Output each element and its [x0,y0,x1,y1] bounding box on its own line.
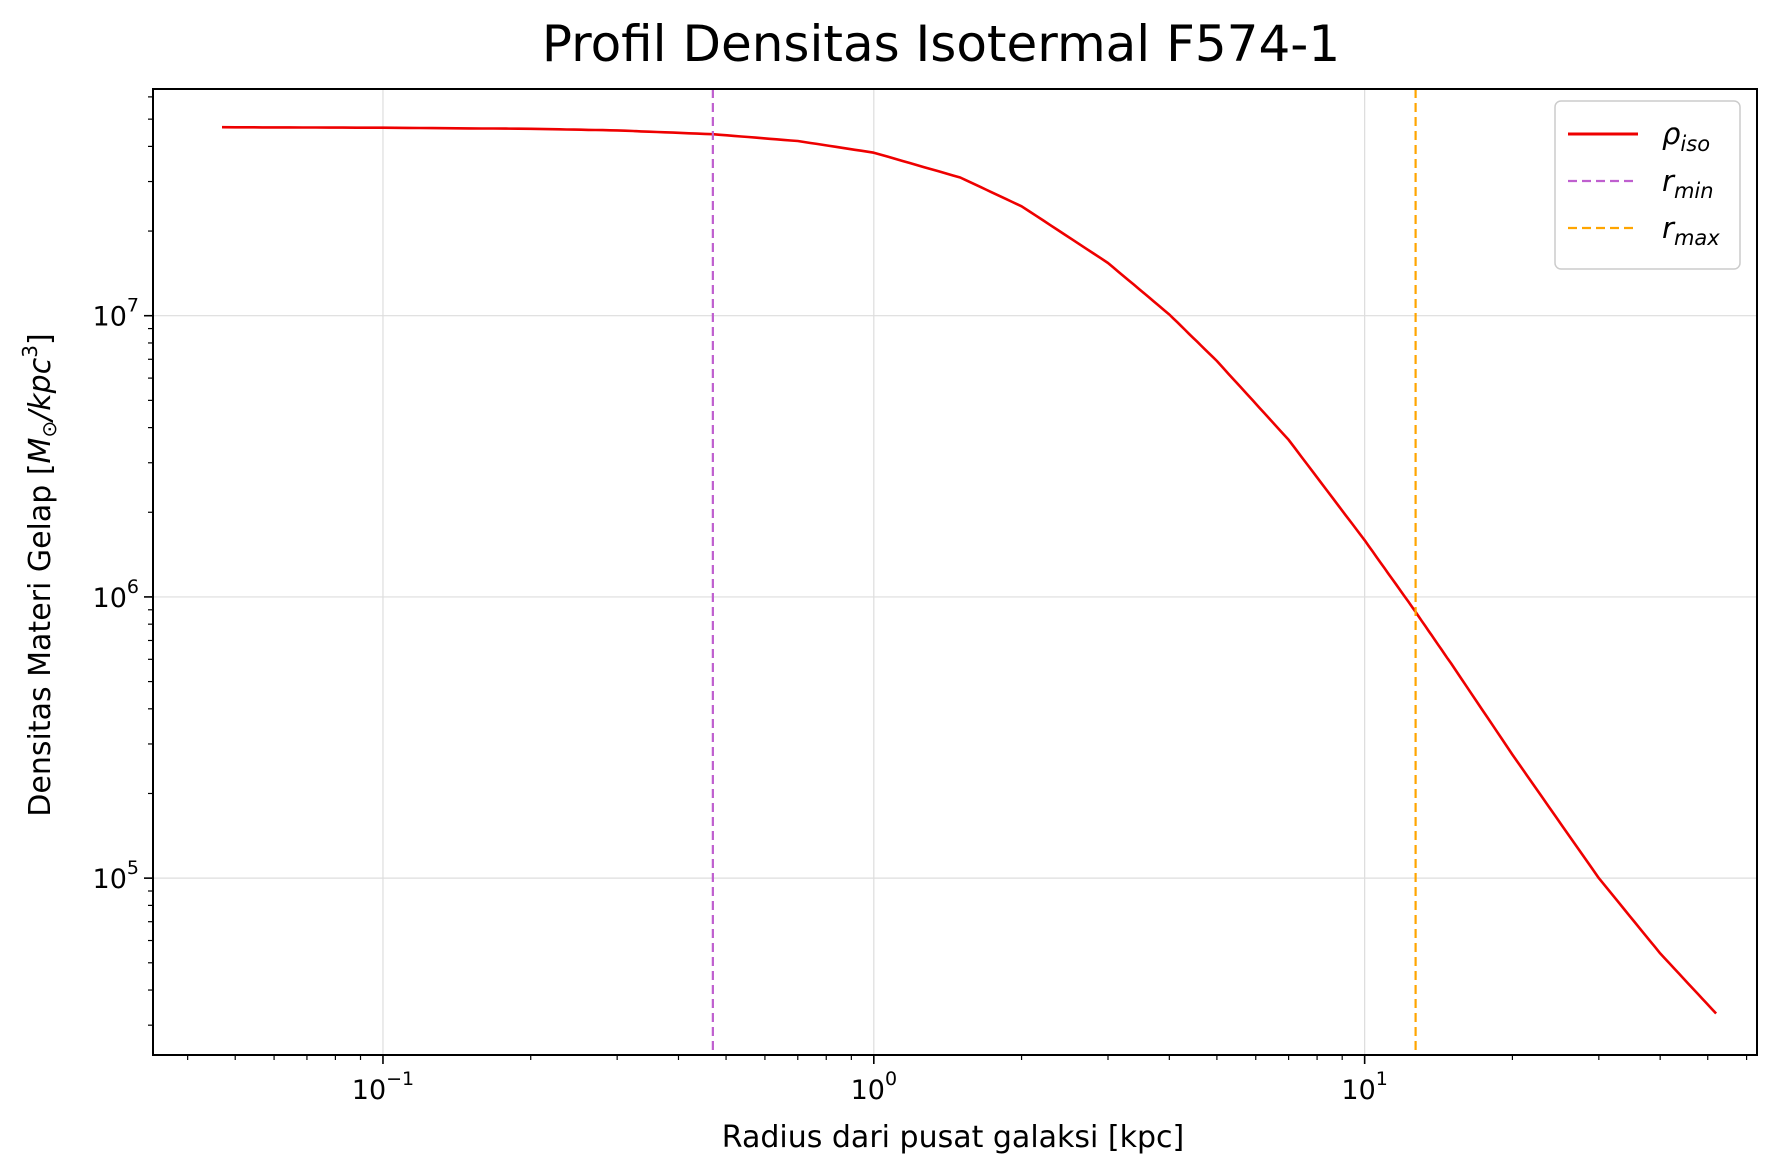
y-tick-label: 106 [93,576,139,614]
legend-label-subscript: iso [1680,132,1710,156]
y-tick-label: 105 [93,857,139,895]
x-tick-label: 100 [851,1068,897,1106]
x-tick-label-base: 10 [1341,1075,1375,1106]
legend-label-subscript: max [1674,226,1720,250]
y-tick-label-exponent: 6 [127,576,139,598]
x-tick-label-base: 10 [851,1075,885,1106]
x-tick-label-exponent: 1 [1376,1068,1388,1090]
plot-area [221,89,1718,1055]
legend-label-min: rmin [1662,164,1714,203]
x-tick-label: 101 [1341,1068,1387,1106]
y-tick-label-exponent: 5 [127,857,139,879]
legend-label-iso: ρiso [1662,117,1710,156]
x-axis-label: Radius dari pusat galaksi [kpc] [722,1120,1184,1155]
chart-title: Profil Densitas Isotermal F574-1 [542,15,1340,73]
y-tick-label: 107 [93,295,139,333]
y-axis-label-suffix: ] [23,333,58,345]
y-tick-label-base: 10 [93,583,127,614]
x-tick-label-exponent: 0 [885,1068,897,1090]
grid-lines [153,89,1757,1055]
y-axis-label: Densitas Materi Gelap [M⊙/kpc3] [18,333,61,816]
y-axis-label-prefix: Densitas Materi Gelap [ [23,463,58,816]
plot-frame [152,88,1758,1056]
y-tick-label-base: 10 [93,864,127,895]
x-tick-label-base: 10 [352,1075,386,1106]
y-axis-label-unit: /kpc [23,357,58,424]
y-axis-label-mass: M [23,437,58,463]
legend-label-subscript: min [1674,179,1714,203]
legend-label-symbol: r [1662,211,1676,245]
y-tick-label-exponent: 7 [127,295,139,317]
x-tick-label-exponent: −1 [386,1068,414,1090]
x-tick-label: 10−1 [352,1068,414,1106]
x-axis-ticks: 10−1 100 101 [187,1055,1748,1106]
y-axis-label-sun-symbol: ⊙ [37,421,61,438]
y-axis-label-cube: 3 [18,345,42,358]
legend-label-symbol: ρ [1662,117,1681,151]
series-line-iso [221,125,1718,1015]
legend-label-max: rmax [1662,211,1720,250]
legend-label-symbol: r [1662,164,1676,198]
y-tick-label-base: 10 [93,302,127,333]
